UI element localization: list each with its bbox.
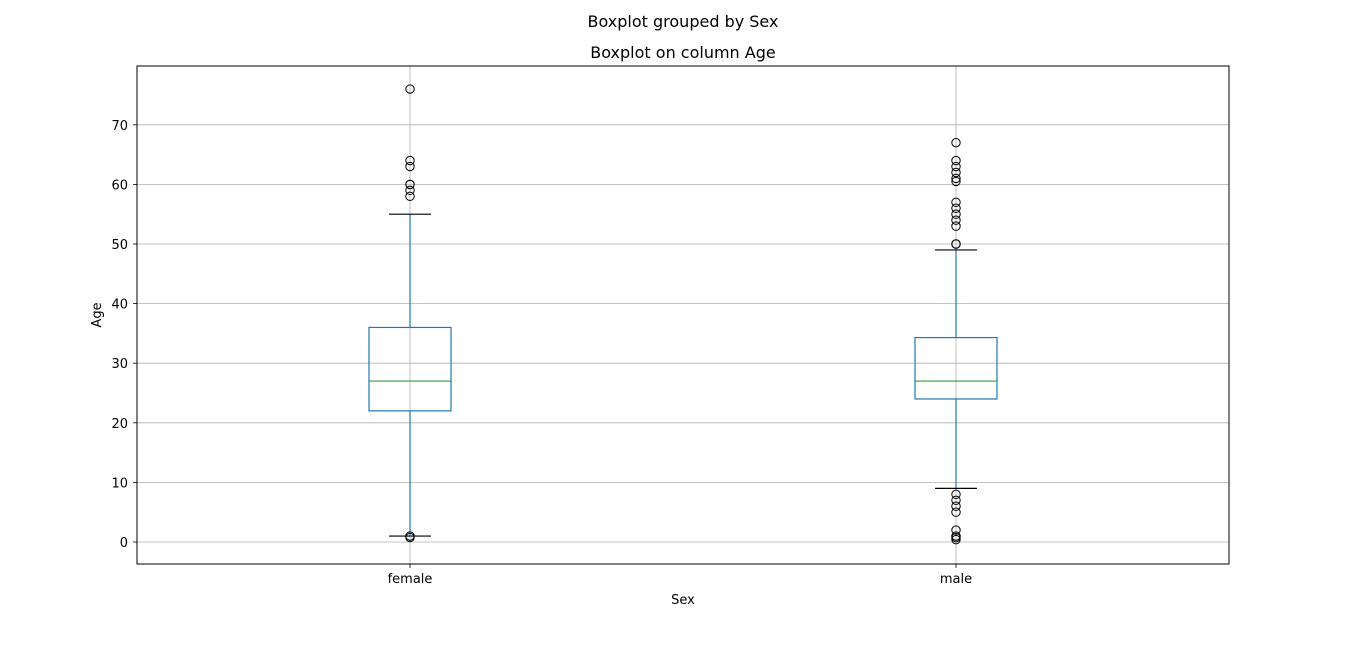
outlier-point [951,239,961,249]
outlier-point [951,173,961,184]
outlier-point [951,215,961,225]
outlier-point [405,185,415,196]
outlier-point [951,161,961,172]
chart-title: Boxplot on column Age [590,43,775,62]
plot-area-frame [136,65,1230,565]
outlier-point [405,532,415,543]
outlier-point [405,161,415,172]
outlier-point [951,197,961,207]
outlier-point [405,191,415,202]
y-tick-label: 10 [111,476,128,491]
outlier-point [951,489,961,500]
outlier-point [951,221,961,231]
outlier-point [951,176,961,187]
y-tick-label: 70 [111,119,128,134]
boxes [368,84,998,545]
y-tick-label: 60 [111,178,128,193]
outlier-point [951,203,961,213]
x-tick-label: male [940,572,972,587]
y-tick-label: 50 [111,238,128,253]
grid-lines [137,66,1229,564]
outlier-point [951,155,961,166]
outlier-point [405,155,415,166]
axis-ticks: 0 10 20 30 40 50 60 70 female male [111,119,972,587]
x-tick-label: female [388,572,433,587]
outlier-point [951,534,961,545]
iqr-box [368,326,452,412]
outlier-point [951,495,961,505]
outlier-point [951,525,961,535]
figure-suptitle: Boxplot grouped by Sex [588,12,779,31]
y-axis-label: Age [90,302,105,327]
iqr-box [914,336,998,400]
outlier-point [405,179,415,190]
y-tick-label: 20 [111,417,128,432]
outlier-point [951,209,961,219]
outlier-point [951,137,961,148]
outlier-point [405,84,415,94]
box-female [368,84,452,543]
outlier-point [951,501,961,511]
outlier-point [951,507,961,517]
y-tick-label: 40 [111,298,128,313]
outlier-point [951,167,961,178]
y-tick-label: 30 [111,357,128,372]
x-axis-label: Sex [671,593,695,608]
box-male [914,137,998,545]
y-tick-label: 0 [120,536,128,551]
